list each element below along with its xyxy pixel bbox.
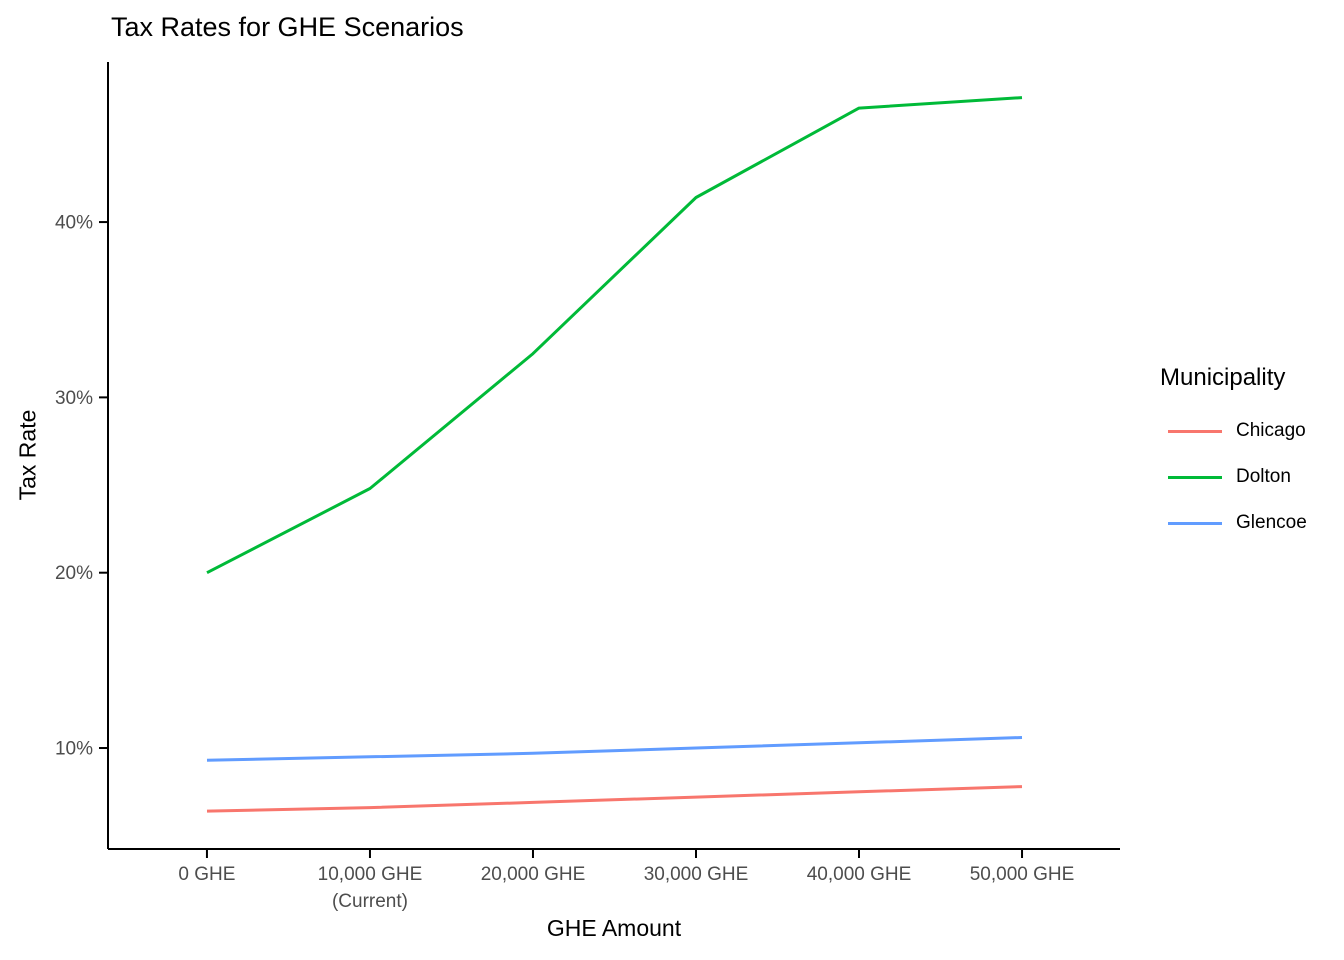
y-tick-label: 30%: [55, 388, 93, 409]
legend-items: Chicago Dolton Glencoe: [1160, 408, 1340, 546]
x-tick-label: 50,000 GHE: [970, 864, 1075, 885]
x-axis-title: GHE Amount: [546, 915, 682, 941]
y-tick-label: 20%: [55, 563, 93, 584]
y-tick-label: 40%: [55, 213, 93, 234]
series-line-glencoe: [206, 736, 1023, 762]
legend-key-line-chicago: [1168, 429, 1222, 433]
legend-item-glencoe: Glencoe: [1160, 500, 1340, 546]
legend: Municipality Chicago Dolton Glencoe: [1160, 364, 1340, 546]
x-tick-label: 40,000 GHE: [807, 864, 912, 885]
legend-label: Glencoe: [1236, 512, 1307, 533]
legend-title: Municipality: [1160, 364, 1286, 391]
legend-item-chicago: Chicago: [1160, 408, 1340, 454]
x-tick-label: 20,000 GHE: [481, 864, 586, 885]
chart-title: Tax Rates for GHE Scenarios: [111, 12, 464, 42]
legend-key-line-glencoe: [1168, 521, 1222, 525]
legend-key-line-dolton: [1168, 475, 1222, 479]
legend-label: Dolton: [1236, 466, 1291, 487]
y-tick-label: 10%: [55, 738, 93, 759]
x-tick-label: 30,000 GHE: [644, 864, 749, 885]
x-tick-label: 10,000 GHE (Current): [318, 864, 423, 912]
x-tick-label: 0 GHE: [178, 864, 235, 885]
series-line-chicago: [206, 785, 1023, 813]
legend-item-dolton: Dolton: [1160, 454, 1340, 500]
series-line-dolton: [206, 96, 1023, 575]
legend-label: Chicago: [1236, 420, 1306, 441]
